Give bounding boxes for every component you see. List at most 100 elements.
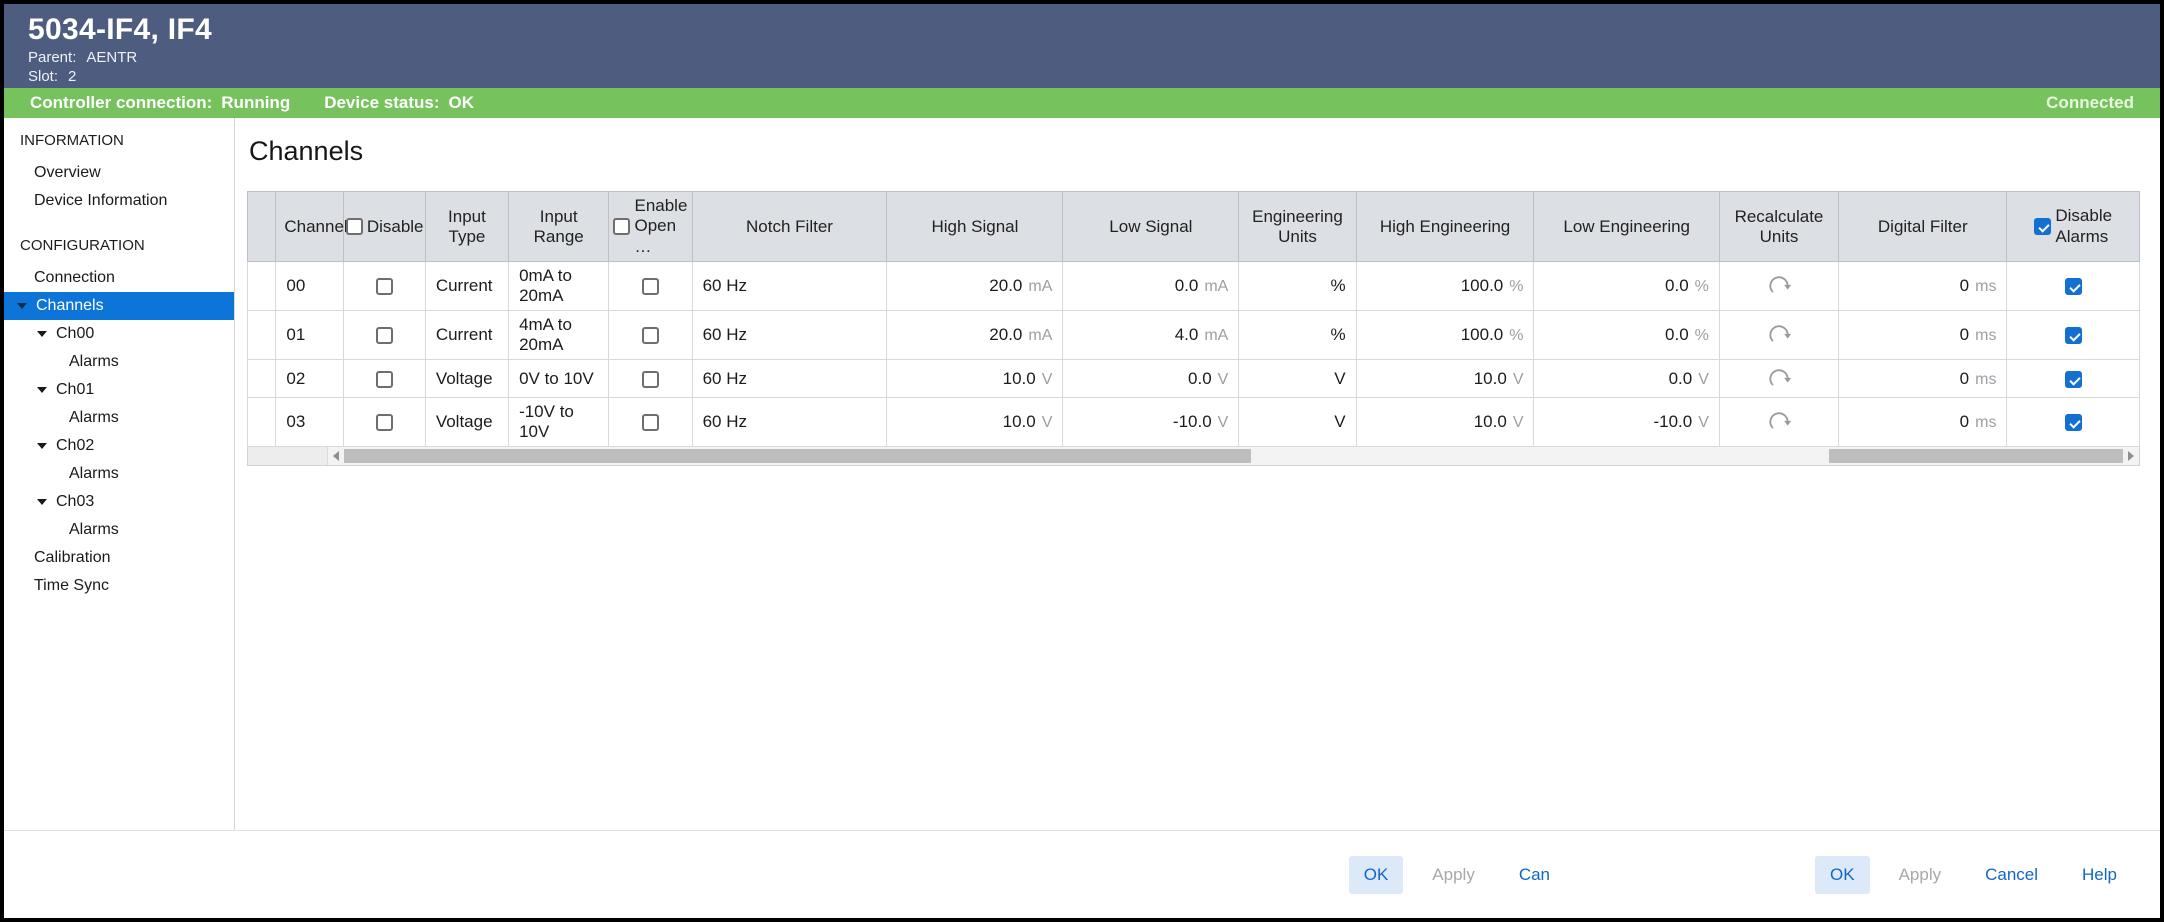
recalculate-units-button[interactable] [1718,310,1840,361]
cell-low-signal[interactable]: 0.0 mA [1062,261,1240,312]
ok-button[interactable]: OK [1815,855,1870,894]
cell-disable-alarms [2006,261,2140,312]
expand-arrow-icon[interactable] [37,443,47,449]
row-selector-cell[interactable] [246,397,277,448]
expand-arrow-icon[interactable] [37,499,47,505]
apply-button[interactable]: Apply [1417,856,1490,894]
cell-high-signal[interactable]: 10.0 V [886,397,1064,448]
sidebar-item-ch01[interactable]: Ch01 [4,376,234,404]
row-selector-cell[interactable] [246,261,277,312]
cell-high-engineering[interactable]: 10.0 V [1355,359,1535,399]
sidebar-item-ch01-alarms[interactable]: Alarms [69,409,119,426]
disable-checkbox[interactable] [376,370,394,388]
cell-engineering-units[interactable]: % [1238,310,1357,361]
cell-input-type[interactable]: Current [424,310,510,361]
expand-arrow-icon[interactable] [37,387,47,393]
sidebar-item-overview[interactable]: Overview [34,164,101,181]
scroll-left-icon[interactable] [328,451,344,462]
expand-arrow-icon[interactable] [17,303,27,309]
disable-all-checkbox[interactable] [345,218,363,236]
disable-alarms-checkbox[interactable] [2064,327,2082,345]
disable-checkbox[interactable] [376,414,394,432]
cell-high-engineering[interactable]: 100.0% [1355,310,1535,361]
apply-button[interactable]: Apply [1884,856,1957,894]
sidebar-item-channels[interactable]: Channels [4,292,234,320]
disable-alarms-checkbox[interactable] [2064,278,2082,296]
help-button[interactable]: Help [2067,856,2132,894]
cell-digital-filter[interactable]: 0 ms [1838,310,2008,361]
device-status-label: Device status: [324,93,440,112]
row-selector-cell[interactable] [246,310,277,361]
recalculate-units-button[interactable] [1718,261,1840,312]
cell-notch-filter[interactable]: 60 Hz [691,359,888,399]
disable-alarms-checkbox[interactable] [2064,370,2082,388]
enable-open-checkbox[interactable] [641,278,659,296]
cell-high-signal[interactable]: 20.0 mA [886,310,1064,361]
controller-connection-status: Controller connection: Running [30,93,290,113]
cell-low-signal[interactable]: -10.0 V [1062,397,1240,448]
enable-open-checkbox[interactable] [641,370,659,388]
section-heading-information: INFORMATION [20,132,124,149]
scrollbar-thumb[interactable] [1829,449,2123,464]
cell-digital-filter[interactable]: 0 ms [1838,397,2008,448]
cell-high-signal[interactable]: 20.0 mA [886,261,1064,312]
cancel-button[interactable]: Can [1504,856,1565,894]
cell-input-range[interactable]: 0V to 10V [508,359,610,399]
cell-low-engineering[interactable]: 0.0 V [1533,359,1720,399]
cell-digital-filter[interactable]: 0 ms [1838,359,2008,399]
cancel-button[interactable]: Cancel [1970,856,2053,894]
cell-low-engineering[interactable]: 0.0% [1533,261,1720,312]
cell-input-type[interactable]: Current [424,261,510,312]
cell-notch-filter[interactable]: 60 Hz [691,310,888,361]
cell-low-engineering[interactable]: -10.0 V [1533,397,1720,448]
sidebar-item-ch02[interactable]: Ch02 [4,432,234,460]
sidebar-item-time-sync[interactable]: Time Sync [34,577,109,594]
ok-button[interactable]: OK [1348,855,1404,894]
recalculate-units-button[interactable] [1718,359,1840,399]
cell-low-engineering[interactable]: 0.0% [1533,310,1720,361]
cell-high-signal[interactable]: 10.0 V [886,359,1064,399]
sidebar-item-ch00[interactable]: Ch00 [4,320,234,348]
scrollbar-thumb[interactable] [344,449,1252,464]
scrollbar-track[interactable] [344,447,2123,465]
recalculate-units-button[interactable] [1718,397,1840,448]
row-selector-cell[interactable] [246,359,277,399]
table-row: 02 Voltage 0V to 10V 60 Hz 10.0 V 0.0 V V … [246,359,2140,399]
cell-low-signal[interactable]: 4.0 mA [1062,310,1240,361]
slot-row: Slot: 2 [28,68,2134,85]
cell-input-range[interactable]: 0mA to 20mA [508,261,610,312]
disable-alarms-checkbox[interactable] [2064,414,2082,432]
col-recalculate-units: Recalculate Units [1718,190,1840,263]
enable-open-all-checkbox[interactable] [613,218,631,236]
expand-arrow-icon[interactable] [37,331,47,337]
col-input-range: Input Range [508,190,610,263]
cell-input-range[interactable]: 4mA to 20mA [508,310,610,361]
disable-checkbox[interactable] [376,327,394,345]
cell-engineering-units[interactable]: V [1238,359,1357,399]
sidebar-item-ch03[interactable]: Ch03 [4,488,234,516]
sidebar-item-ch00-alarms[interactable]: Alarms [69,353,119,370]
disable-alarms-all-checkbox[interactable] [2034,218,2052,236]
cell-input-range[interactable]: -10V to 10V [508,397,610,448]
cell-input-type[interactable]: Voltage [424,359,510,399]
table-row: 03 Voltage -10V to 10V 60 Hz 10.0 V -10.0… [246,397,2140,448]
disable-checkbox[interactable] [376,278,394,296]
cell-input-type[interactable]: Voltage [424,397,510,448]
sidebar-item-connection[interactable]: Connection [34,269,115,286]
cell-digital-filter[interactable]: 0 ms [1838,261,2008,312]
cell-low-signal[interactable]: 0.0 V [1062,359,1240,399]
enable-open-checkbox[interactable] [641,414,659,432]
cell-disable [343,261,426,312]
sidebar-item-ch03-alarms[interactable]: Alarms [69,521,119,538]
sidebar-item-device-information[interactable]: Device Information [34,192,168,209]
cell-engineering-units[interactable]: V [1238,397,1357,448]
cell-high-engineering[interactable]: 100.0% [1355,261,1535,312]
enable-open-checkbox[interactable] [641,327,659,345]
scroll-right-icon[interactable] [2123,451,2139,462]
sidebar-item-ch02-alarms[interactable]: Alarms [69,465,119,482]
cell-notch-filter[interactable]: 60 Hz [691,261,888,312]
cell-engineering-units[interactable]: % [1238,261,1357,312]
cell-notch-filter[interactable]: 60 Hz [691,397,888,448]
cell-high-engineering[interactable]: 10.0 V [1355,397,1535,448]
sidebar-item-calibration[interactable]: Calibration [34,549,111,566]
